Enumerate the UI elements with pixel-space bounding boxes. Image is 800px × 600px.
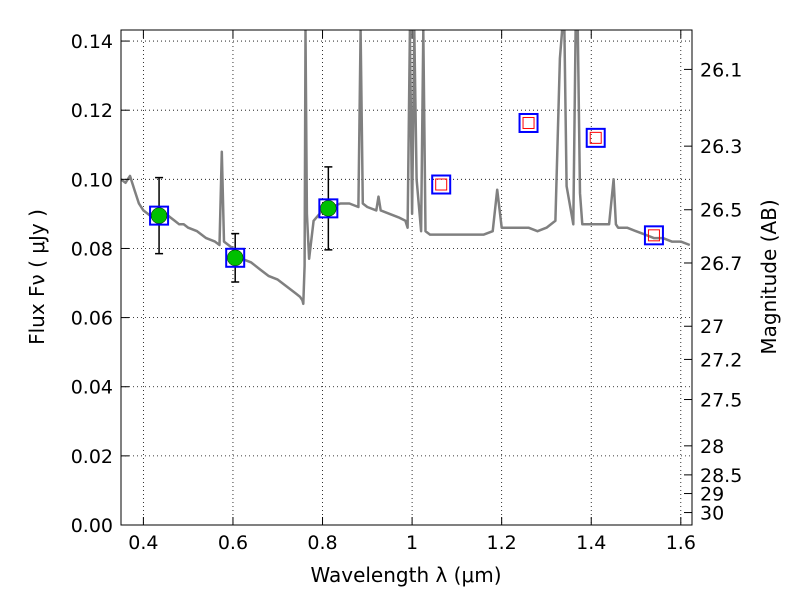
right-tick-label: 26.7	[700, 253, 742, 275]
plot-frame	[120, 29, 693, 526]
limit-square	[647, 229, 660, 242]
x-tick-label: 0.6	[218, 532, 248, 554]
right-tick-label: 28	[700, 436, 724, 458]
x-axis-label: Wavelength λ (μm)	[310, 563, 501, 587]
grid	[121, 30, 692, 526]
limit-square	[589, 131, 602, 144]
model-square	[643, 225, 664, 246]
observed-point	[226, 249, 244, 267]
model-square	[225, 247, 246, 268]
y-axis-right-label: Magnitude (AB)	[757, 199, 781, 354]
model-square	[318, 198, 339, 219]
right-tick-label: 27.5	[700, 390, 742, 412]
x-tick-label: 1	[406, 532, 418, 554]
x-tick-label: 0.8	[307, 532, 337, 554]
y-tick-label: 0.12	[71, 100, 113, 122]
limit-square	[435, 178, 448, 191]
right-tick-label: 26.1	[700, 59, 742, 81]
y-tick-label: 0.08	[71, 238, 113, 260]
model-square	[585, 127, 606, 148]
y-axis-label: Flux Fν ( μJy )	[25, 209, 49, 345]
y-tick-label: 0.10	[71, 169, 113, 191]
model-square	[518, 112, 539, 133]
x-tick-label: 0.4	[128, 532, 158, 554]
y-tick-label: 0.02	[71, 446, 113, 468]
x-tick-label: 1.4	[576, 532, 606, 554]
y-tick-label: 0.00	[71, 515, 113, 537]
right-tick-label: 29	[700, 484, 724, 506]
y-tick-label: 0.04	[71, 377, 113, 399]
spectrum-line	[121, 30, 691, 306]
right-tick-label: 26.5	[700, 200, 742, 222]
right-tick-label: 27	[700, 316, 724, 338]
model-square	[149, 205, 170, 226]
x-tick-label: 1.2	[487, 532, 517, 554]
right-tick-label: 30	[700, 503, 724, 525]
y-tick-label: 0.14	[71, 31, 113, 53]
observed-point	[320, 200, 337, 217]
x-tick-label: 1.6	[666, 532, 696, 554]
y-tick-label: 0.06	[71, 308, 113, 330]
model-square	[431, 174, 452, 195]
right-tick-label: 26.3	[700, 136, 742, 158]
limit-square	[522, 116, 535, 129]
right-tick-label: 28.5	[700, 465, 742, 487]
ticks: 0.4 0.6 0.8 1 1.2 1.4 1.6 0.00 0.02 0.04 0.06 0.08 0…	[71, 30, 742, 554]
data-layer	[121, 30, 691, 306]
observed-point	[150, 207, 168, 224]
right-tick-label: 27.2	[700, 349, 742, 371]
